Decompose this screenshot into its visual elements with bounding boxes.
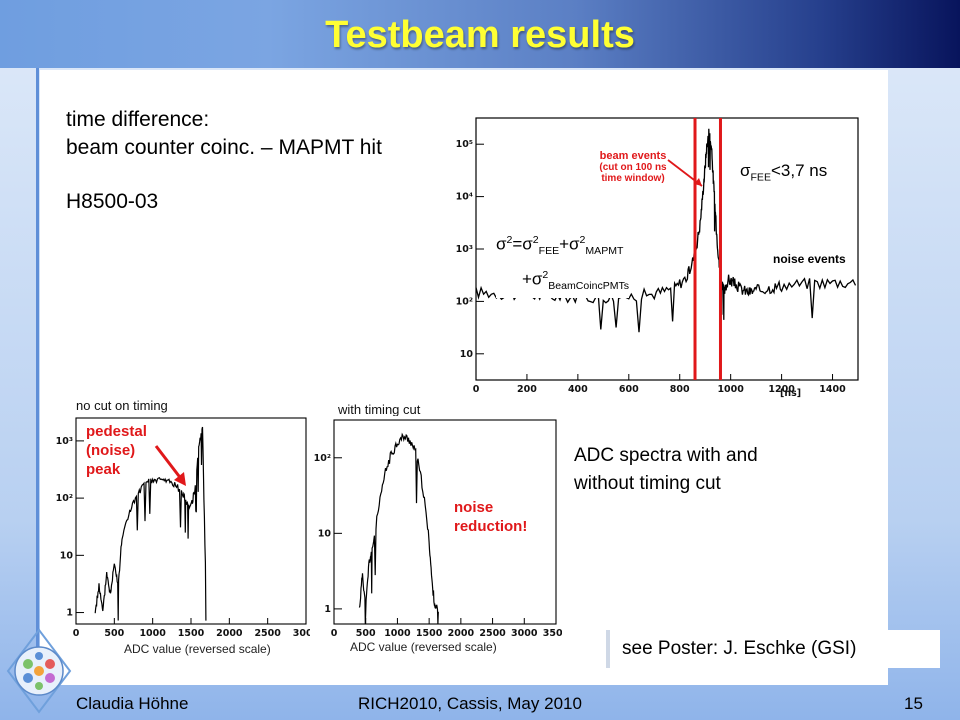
adc1-x-caption: ADC value (reversed scale) <box>124 642 271 656</box>
noise-events-label: noise events <box>773 252 846 266</box>
y-tick-label: 10³ <box>56 436 73 447</box>
title-bar <box>0 0 960 68</box>
x-tick-label: 1200 <box>768 384 795 395</box>
beam-events-arrowhead <box>694 178 702 186</box>
sigma-formula: σ2=σ2FEE+σ2MAPMT +σ2BeamCoincPMTs <box>496 228 630 299</box>
x-tick-label: 500 <box>356 628 376 639</box>
x-tick-label: 0 <box>73 628 80 639</box>
y-tick-label: 10² <box>314 453 331 464</box>
with-cut-title: with timing cut <box>338 402 421 417</box>
pedestal-label: pedestal (noise) peak <box>86 423 147 478</box>
x-tick-label: 2500 <box>479 628 506 639</box>
y-tick-label: 10⁵ <box>456 139 473 150</box>
adc-no-cut-series <box>94 426 207 621</box>
header-line-2: beam counter coinc. – MAPMT hit <box>66 136 382 159</box>
noise-reduction-label: noise reduction! <box>454 499 528 535</box>
x-tick-label: 2000 <box>216 628 243 639</box>
x-tick-label: 600 <box>619 384 639 395</box>
footer-event: RICH2010, Cassis, May 2010 <box>358 694 582 713</box>
x-tick-label: 0 <box>473 384 480 395</box>
x-tick-label: 1000 <box>139 628 166 639</box>
sigma-fee-label: σFEE<3,7 ns <box>738 161 830 184</box>
beam-events-label-2: (cut on 100 ns <box>599 162 667 173</box>
adc-caption: ADC spectra with and without timing cut <box>574 445 758 494</box>
beam-events-label-3: time window) <box>601 173 665 184</box>
x-tick-label: 0 <box>331 628 338 639</box>
no-cut-title: no cut on timing <box>76 398 168 413</box>
y-tick-label: 1 <box>66 608 73 619</box>
time-difference-series <box>475 128 857 333</box>
adc-with-cut-series <box>358 432 439 625</box>
x-tick-label: 2000 <box>448 628 475 639</box>
x-tick-label: 800 <box>670 384 690 395</box>
left-accent-rule <box>36 68 39 688</box>
x-tick-label: 200 <box>517 384 537 395</box>
y-tick-label: 10² <box>56 493 73 504</box>
y-tick-label: 1 <box>324 604 331 615</box>
pedestal-arrow <box>154 445 186 486</box>
x-tick-label: 1500 <box>178 628 205 639</box>
adc-with-cut-chart: 0 500 1000 1500 2000 2500 3000 3500 1 10 10² <box>310 416 562 640</box>
main-x-unit: [ns] <box>780 388 801 399</box>
y-tick-label: 10 <box>460 349 474 360</box>
header-line-1: time difference: <box>66 108 210 131</box>
x-tick-label: 1000 <box>717 384 744 395</box>
x-tick-label: 500 <box>104 628 124 639</box>
x-tick-label: 3500 <box>543 628 562 639</box>
x-tick-label: 3000 <box>293 628 310 639</box>
poster-reference: see Poster: J. Eschke (GSI) <box>606 630 940 668</box>
adc-no-cut-chart: 0 500 1000 1500 2000 2500 3000 1 10 10² 10³ <box>52 414 310 640</box>
x-tick-label: 400 <box>568 384 588 395</box>
x-tick-label: 1500 <box>416 628 443 639</box>
page-number: 15 <box>904 694 923 713</box>
y-tick-label: 10² <box>456 296 473 307</box>
y-tick-label: 10³ <box>456 244 473 255</box>
pmt-type-label: H8500-03 <box>66 190 159 213</box>
y-tick-label: 10 <box>318 528 332 539</box>
cbm-logo <box>6 628 72 714</box>
x-tick-label: 2500 <box>254 628 281 639</box>
y-tick-label: 10⁴ <box>456 192 473 203</box>
x-tick-label: 1400 <box>819 384 846 395</box>
slide-title: Testbeam results <box>325 14 635 56</box>
footer-author: Claudia Höhne <box>76 694 189 713</box>
adc2-x-caption: ADC value (reversed scale) <box>350 640 497 654</box>
y-tick-label: 10 <box>60 550 74 561</box>
x-tick-label: 3000 <box>511 628 538 639</box>
beam-events-label-1: beam events <box>599 150 667 162</box>
x-tick-label: 1000 <box>384 628 411 639</box>
